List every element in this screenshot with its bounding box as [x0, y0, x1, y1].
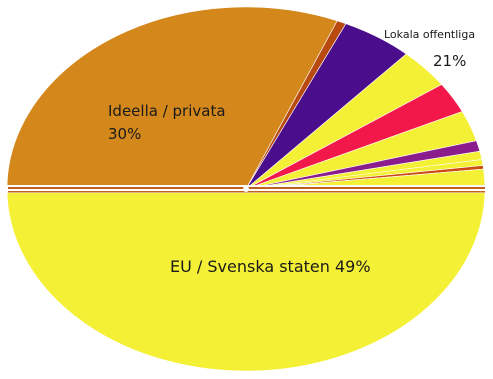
pie-slices: [6, 6, 487, 372]
slice-label-ideella-privata: Ideella / privata: [108, 102, 226, 120]
group-label-lokala-offentliga: Lokala offentliga: [384, 28, 475, 41]
group-value-lokala-offentliga: 21%: [433, 52, 466, 70]
slice-label-eu-svenska-staten: EU / Svenska staten 49%: [170, 257, 371, 276]
pie-slice-10: [6, 168, 486, 372]
pie-center: [243, 186, 249, 192]
pie-slice-0: [6, 6, 338, 193]
slice-value-ideella-privata: 30%: [108, 125, 141, 143]
